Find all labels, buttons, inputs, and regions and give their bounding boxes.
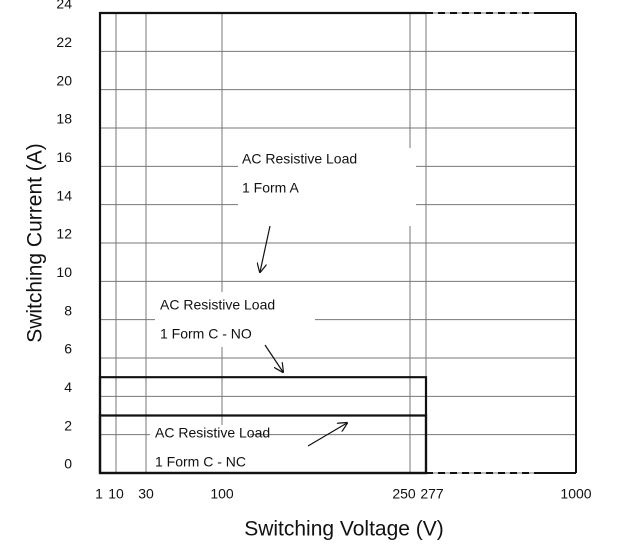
y-tick-label: 2 <box>64 417 72 433</box>
x-tick-label: 10 <box>108 486 124 502</box>
y-tick-label: 4 <box>64 379 72 395</box>
annotation: AC Resistive Load <box>155 425 270 441</box>
y-tick-label: 10 <box>56 264 72 280</box>
region <box>98 414 428 475</box>
annotation: AC Resistive Load <box>160 297 275 313</box>
y-tick-label: 8 <box>64 302 72 318</box>
annotation-bg <box>150 425 250 472</box>
x-tick-label: 30 <box>138 486 154 502</box>
y-axis-title: Switching Current (A) <box>24 143 47 343</box>
annotation: 1 Form C - NO <box>160 326 252 342</box>
x-tick-label: 100 <box>210 486 234 502</box>
arrow <box>307 423 347 447</box>
annotation: AC Resistive Load <box>242 151 357 167</box>
x-tick-label: 250 <box>392 486 416 502</box>
region <box>98 11 426 473</box>
x-axis-title: Switching Voltage (V) <box>244 518 444 541</box>
y-tick-label: 22 <box>56 34 72 50</box>
y-tick-label: 0 <box>64 456 72 472</box>
annotation: 1 Form A <box>242 180 299 196</box>
y-tick-label: 24 <box>56 0 72 12</box>
arrow <box>260 225 271 272</box>
annotation: 1 Form C - NC <box>155 454 246 470</box>
y-tick-label: 12 <box>56 226 72 242</box>
x-tick-label: 1 <box>95 486 103 502</box>
y-tick-label: 6 <box>64 341 72 357</box>
x-tick-label: 277 <box>420 486 444 502</box>
x-tick-label: 1000 <box>560 486 591 502</box>
y-tick-label: 14 <box>56 187 72 203</box>
annotation-bg <box>155 292 315 347</box>
y-tick-label: 16 <box>56 149 72 165</box>
y-tick-label: 18 <box>56 111 72 127</box>
arrow <box>264 344 283 372</box>
annotation-bg <box>238 148 416 226</box>
y-tick-label: 20 <box>56 72 72 88</box>
